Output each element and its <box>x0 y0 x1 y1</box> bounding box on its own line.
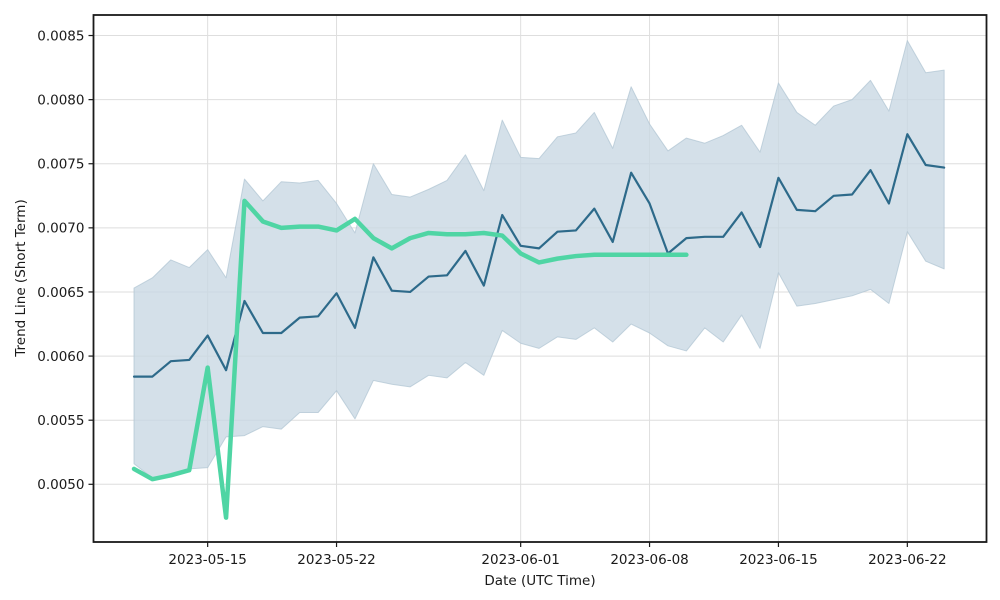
svg-text:0.0050: 0.0050 <box>37 477 84 493</box>
x-axis-label: Date (UTC Time) <box>484 573 596 589</box>
predicted-trend-line <box>132 133 946 378</box>
y-axis-label: Trend Line (Short Term) <box>13 199 29 357</box>
svg-text:2023-06-15: 2023-06-15 <box>739 552 817 568</box>
svg-text:0.0065: 0.0065 <box>37 285 84 301</box>
svg-text:0.0075: 0.0075 <box>37 157 84 173</box>
svg-text:0.0060: 0.0060 <box>37 349 84 365</box>
confidence-band <box>133 40 945 479</box>
actual-price-line <box>131 198 689 520</box>
svg-text:0.0070: 0.0070 <box>37 221 84 237</box>
plot-border <box>92 14 988 543</box>
svg-text:2023-06-22: 2023-06-22 <box>868 552 946 568</box>
svg-text:2023-06-08: 2023-06-08 <box>610 552 688 568</box>
svg-text:0.0085: 0.0085 <box>37 28 84 44</box>
y-tick-labels: 0.0050 0.0055 0.0060 0.0065 0.0070 0.0075 0.00… <box>37 28 84 493</box>
svg-text:0.0055: 0.0055 <box>37 413 84 429</box>
svg-text:2023-05-15: 2023-05-15 <box>168 552 246 568</box>
x-tick-labels: 2023-05-15 2023-05-22 2023-06-01 2023-06-08… <box>168 552 946 568</box>
svg-text:2023-05-22: 2023-05-22 <box>297 552 375 568</box>
svg-text:2023-06-01: 2023-06-01 <box>481 552 559 568</box>
svg-text:0.0080: 0.0080 <box>37 92 84 108</box>
